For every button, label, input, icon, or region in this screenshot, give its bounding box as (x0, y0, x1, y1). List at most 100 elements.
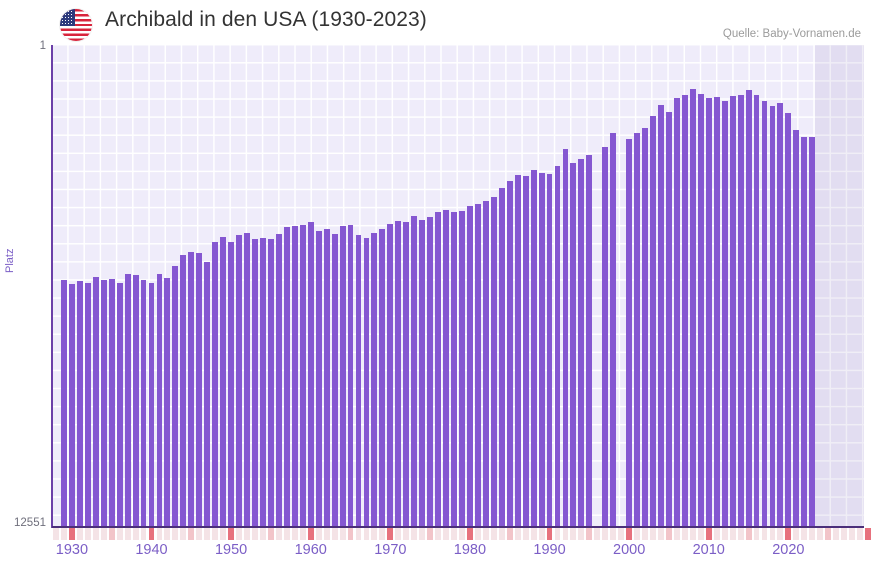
x-axis-tick-label: 2020 (772, 542, 805, 558)
bar[interactable] (642, 127, 649, 527)
bar[interactable] (769, 106, 776, 527)
bar[interactable] (124, 273, 131, 527)
bar[interactable] (554, 166, 561, 527)
bar[interactable] (236, 235, 243, 527)
bar[interactable] (427, 217, 434, 527)
bar[interactable] (634, 133, 641, 527)
bar[interactable] (92, 277, 99, 527)
bar[interactable] (60, 280, 67, 527)
bar[interactable] (84, 283, 91, 527)
bar[interactable] (466, 205, 473, 527)
bar[interactable] (188, 251, 195, 527)
x-axis-tick (108, 528, 115, 540)
bar[interactable] (729, 95, 736, 527)
bar[interactable] (443, 210, 449, 527)
x-axis-tick (307, 528, 314, 540)
bar[interactable] (546, 173, 553, 527)
bar[interactable] (809, 137, 816, 527)
bar[interactable] (283, 227, 290, 527)
bar[interactable] (140, 280, 147, 527)
bar[interactable] (339, 226, 346, 527)
bar[interactable] (681, 94, 688, 527)
bar[interactable] (474, 204, 481, 527)
bar[interactable] (451, 211, 457, 527)
bar[interactable] (244, 232, 250, 527)
bar[interactable] (570, 162, 577, 527)
bar[interactable] (602, 146, 609, 527)
bar[interactable] (395, 220, 402, 527)
bar[interactable] (172, 265, 179, 527)
bar[interactable] (403, 222, 410, 527)
bar[interactable] (538, 173, 545, 527)
bar[interactable] (737, 94, 744, 527)
bar[interactable] (586, 154, 593, 527)
bar[interactable] (108, 279, 115, 527)
bar[interactable] (522, 176, 529, 527)
bar[interactable] (220, 237, 227, 527)
bar[interactable] (347, 224, 354, 527)
bar[interactable] (459, 210, 465, 527)
bar[interactable] (673, 98, 680, 527)
bar[interactable] (212, 241, 219, 527)
x-axis-tick (498, 528, 505, 540)
bar[interactable] (411, 215, 418, 527)
bar[interactable] (252, 238, 258, 527)
bar[interactable] (315, 231, 322, 527)
bar[interactable] (156, 273, 163, 527)
bar[interactable] (196, 253, 203, 527)
bar[interactable] (164, 278, 171, 527)
bar[interactable] (132, 275, 139, 527)
bar[interactable] (498, 187, 505, 527)
bar[interactable] (100, 280, 107, 527)
bar[interactable] (530, 169, 537, 527)
bar[interactable] (68, 284, 75, 527)
bar[interactable] (697, 93, 704, 527)
bar[interactable] (514, 175, 521, 527)
bar[interactable] (180, 254, 187, 527)
bar[interactable] (578, 159, 585, 527)
bar[interactable] (785, 113, 792, 527)
bar[interactable] (260, 237, 266, 527)
bar[interactable] (148, 283, 155, 527)
bar[interactable] (713, 96, 720, 527)
bar[interactable] (228, 242, 235, 527)
bar[interactable] (761, 100, 768, 527)
bar[interactable] (387, 223, 394, 527)
bar[interactable] (267, 239, 274, 527)
bar[interactable] (331, 233, 338, 527)
bar[interactable] (371, 232, 378, 527)
bar[interactable] (658, 104, 664, 527)
x-axis-tick (713, 528, 720, 540)
bar[interactable] (323, 228, 330, 527)
bar[interactable] (204, 262, 211, 527)
bar[interactable] (705, 98, 712, 527)
bar[interactable] (116, 283, 123, 527)
bar[interactable] (666, 112, 672, 527)
bar[interactable] (753, 94, 760, 527)
bar[interactable] (482, 200, 489, 527)
bar[interactable] (291, 226, 298, 527)
bar[interactable] (355, 235, 362, 527)
x-axis-tick (267, 528, 274, 540)
bar[interactable] (379, 229, 386, 527)
bar[interactable] (299, 224, 306, 527)
bar[interactable] (562, 149, 569, 527)
x-axis-tick (244, 528, 250, 540)
bar[interactable] (745, 89, 752, 527)
bar[interactable] (721, 100, 728, 527)
bar[interactable] (801, 136, 808, 527)
bar[interactable] (275, 234, 282, 527)
bar[interactable] (363, 237, 370, 527)
bar[interactable] (777, 102, 784, 527)
bar[interactable] (307, 221, 314, 527)
bar[interactable] (793, 129, 800, 527)
bar[interactable] (610, 133, 617, 527)
bar[interactable] (689, 89, 696, 527)
bar[interactable] (490, 197, 497, 527)
bar[interactable] (435, 212, 442, 527)
bar[interactable] (419, 220, 426, 527)
bar[interactable] (650, 116, 656, 527)
bar[interactable] (506, 181, 513, 527)
bar[interactable] (626, 139, 633, 527)
bar[interactable] (76, 281, 83, 527)
